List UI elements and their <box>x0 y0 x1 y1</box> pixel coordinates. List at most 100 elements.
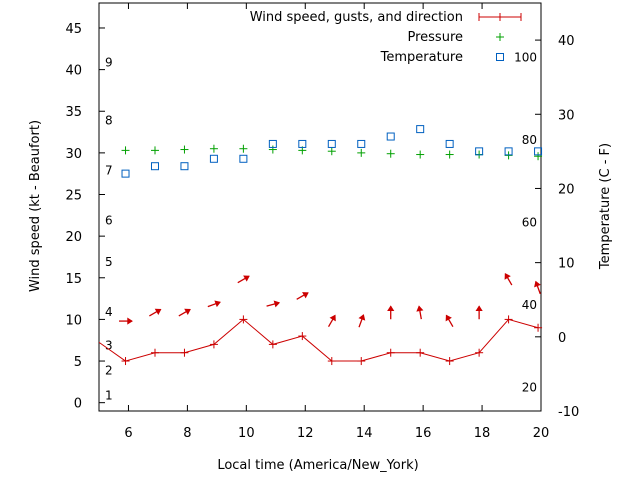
wind-direction-arrow <box>237 275 250 284</box>
wind-direction-arrow <box>387 305 395 320</box>
pressure-point <box>121 146 130 155</box>
pressure-point <box>504 151 513 160</box>
wind-direction-arrow <box>266 300 281 308</box>
wind-point <box>534 323 543 332</box>
arrow-head <box>445 314 452 322</box>
fahrenheit-label: 20 <box>522 380 537 394</box>
temperature-point <box>209 154 218 163</box>
pressure-point <box>416 150 425 159</box>
beaufort-label: 1 <box>105 388 113 402</box>
arrow-head <box>214 300 221 308</box>
y-axis-right-title: Temperature (C - F) <box>598 143 613 270</box>
axes: 6 8 10 12 14 16 18 20051015202530354045-1001020… <box>65 2 579 441</box>
wind-speed-line <box>99 318 539 362</box>
wind-point <box>504 315 513 324</box>
beaufort-label: 9 <box>105 55 113 69</box>
x-tick-label: 12 <box>297 426 314 441</box>
y-right-tick-label: 20 <box>558 182 575 197</box>
pressure-point <box>180 145 189 154</box>
y-right-tick-label: 10 <box>558 257 575 272</box>
wind-direction-arrow <box>416 305 424 320</box>
temperature-point <box>327 139 336 148</box>
pressure-point <box>150 146 159 155</box>
x-tick-label: 20 <box>533 426 550 441</box>
wind-direction-arrow <box>207 300 221 308</box>
temperature-point <box>534 147 543 156</box>
x-tick-label: 18 <box>474 426 491 441</box>
arrow-head <box>329 314 336 322</box>
arrow-head <box>154 308 162 315</box>
y-left-tick-label: 0 <box>74 397 82 412</box>
beaufort-label: 8 <box>105 114 113 128</box>
wind-point <box>180 348 189 357</box>
y-left-tick-label: 40 <box>65 64 82 79</box>
wind-direction-arrow <box>178 308 191 317</box>
pressure-point <box>239 144 248 153</box>
temperature-point <box>416 125 425 134</box>
wind-direction-arrow <box>475 305 483 320</box>
series-layer <box>99 125 543 366</box>
temperature-point <box>239 154 248 163</box>
wind-direction-arrow <box>119 317 133 325</box>
pressure-point <box>445 150 454 159</box>
arrow-head <box>184 308 191 315</box>
wind-direction-arrow <box>504 273 513 286</box>
wind-point <box>475 348 484 357</box>
y-right-tick-label: 40 <box>558 34 575 49</box>
wind-point <box>386 348 395 357</box>
wind-point <box>298 332 307 341</box>
y-left-tick-label: 20 <box>65 230 82 245</box>
y-right-tick-label: -10 <box>558 405 579 420</box>
temperature-point <box>504 147 513 156</box>
temperature-point <box>180 162 189 171</box>
arrow-head <box>127 317 133 325</box>
fahrenheit-label: 40 <box>522 298 537 312</box>
wind-point <box>121 357 130 366</box>
wind-point <box>268 340 277 349</box>
arrow-head <box>243 275 250 282</box>
beaufort-label: 6 <box>105 213 113 227</box>
pressure-point <box>327 147 336 156</box>
wind-direction-arrow <box>358 314 366 328</box>
legend-label-wind: Wind speed, gusts, and direction <box>250 10 463 25</box>
x-tick-label: 16 <box>415 426 432 441</box>
arrow-head <box>302 292 309 299</box>
y-left-tick-label: 10 <box>65 313 82 328</box>
temperature-point <box>386 132 395 141</box>
y-left-tick-label: 30 <box>65 147 82 162</box>
x-tick-label: 10 <box>238 426 255 441</box>
pressure-point <box>386 149 395 158</box>
wind-direction-arrow <box>296 292 309 300</box>
beaufort-label: 5 <box>105 255 113 269</box>
arrow-head <box>504 273 511 280</box>
temperature-point <box>298 139 307 148</box>
x-tick-label: 6 <box>124 426 132 441</box>
temperature-point <box>357 139 366 148</box>
pressure-point <box>534 152 543 161</box>
wind-direction-arrow <box>327 314 336 328</box>
wind-direction-arrow <box>534 280 541 295</box>
temperature-point <box>475 147 484 156</box>
beaufort-label: 3 <box>105 338 113 352</box>
beaufort-label: 2 <box>105 363 113 377</box>
y-left-tick-label: 15 <box>65 272 82 287</box>
legend-sample-temperature <box>496 53 504 61</box>
wind-point <box>445 357 454 366</box>
pressure-point <box>268 145 277 154</box>
legend: Wind speed, gusts, and direction Pressur… <box>250 10 522 65</box>
fahrenheit-label: 80 <box>522 133 537 147</box>
wind-point <box>357 357 366 366</box>
pressure-point <box>209 144 218 153</box>
wind-direction-arrow <box>445 314 454 328</box>
wind-direction-arrow <box>149 308 162 317</box>
plot-frame <box>98 2 542 412</box>
arrow-head <box>358 314 366 321</box>
arrow-head <box>534 280 541 288</box>
y-left-tick-label: 5 <box>74 355 82 370</box>
arrow-head <box>416 305 424 312</box>
temperature-point <box>121 169 130 178</box>
arrow-head <box>273 300 281 308</box>
y-right-tick-label: 30 <box>558 108 575 123</box>
arrow-head <box>475 305 483 311</box>
y-right-tick-label: 0 <box>558 331 566 346</box>
